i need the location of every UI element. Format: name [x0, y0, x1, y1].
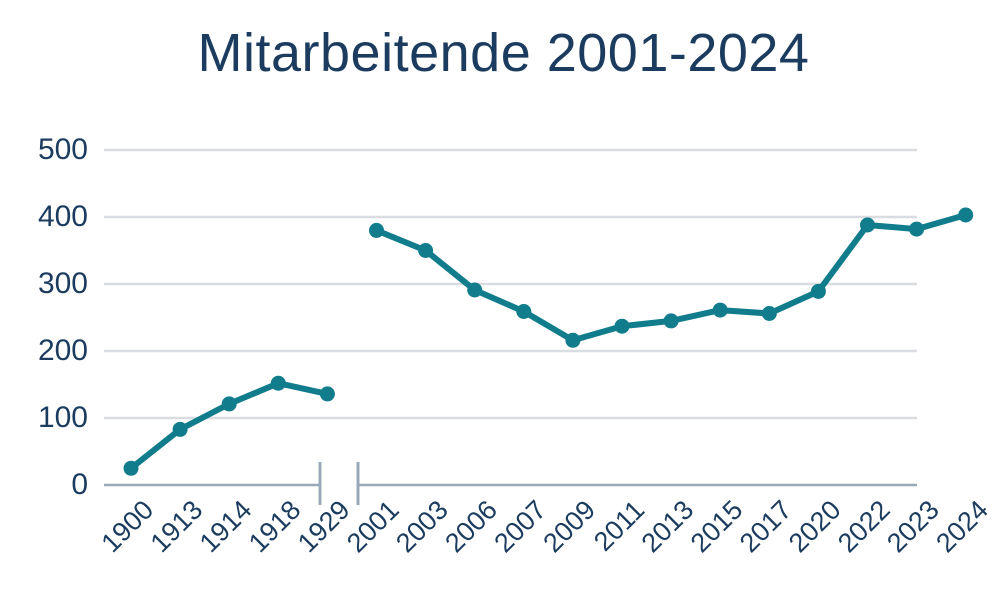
data-point-1900 [123, 460, 139, 476]
data-point-2009 [565, 332, 581, 348]
data-point-1918 [270, 375, 286, 391]
y-tick-label-100: 100 [37, 401, 88, 434]
y-tick-label-0: 0 [71, 468, 88, 501]
data-point-1929 [319, 386, 335, 402]
series-markers [123, 207, 974, 476]
data-point-2007 [516, 304, 532, 319]
data-point-2011 [614, 318, 630, 334]
data-point-2013 [663, 313, 679, 329]
data-point-2020 [810, 283, 826, 299]
data-point-2017 [761, 306, 777, 321]
y-tick-label-500: 500 [37, 133, 88, 166]
gridlines [104, 148, 917, 487]
data-point-2003 [418, 243, 434, 258]
data-point-2023 [909, 221, 925, 237]
data-point-2015 [712, 302, 728, 318]
data-point-2001 [369, 222, 384, 238]
data-point-1914 [221, 396, 237, 412]
y-tick-label-400: 400 [37, 200, 88, 233]
data-point-2024 [958, 207, 974, 223]
data-point-2006 [467, 282, 483, 298]
series-lines [128, 212, 969, 472]
data-point-1913 [172, 421, 188, 437]
axis-break-marks [318, 462, 360, 505]
y-tick-label-200: 200 [37, 334, 88, 367]
series-line-segment-1 [128, 380, 331, 472]
data-point-2022 [860, 217, 875, 233]
chart-title: Mitarbeitende 2001-2024 [197, 23, 810, 83]
y-tick-label-300: 300 [37, 267, 88, 300]
